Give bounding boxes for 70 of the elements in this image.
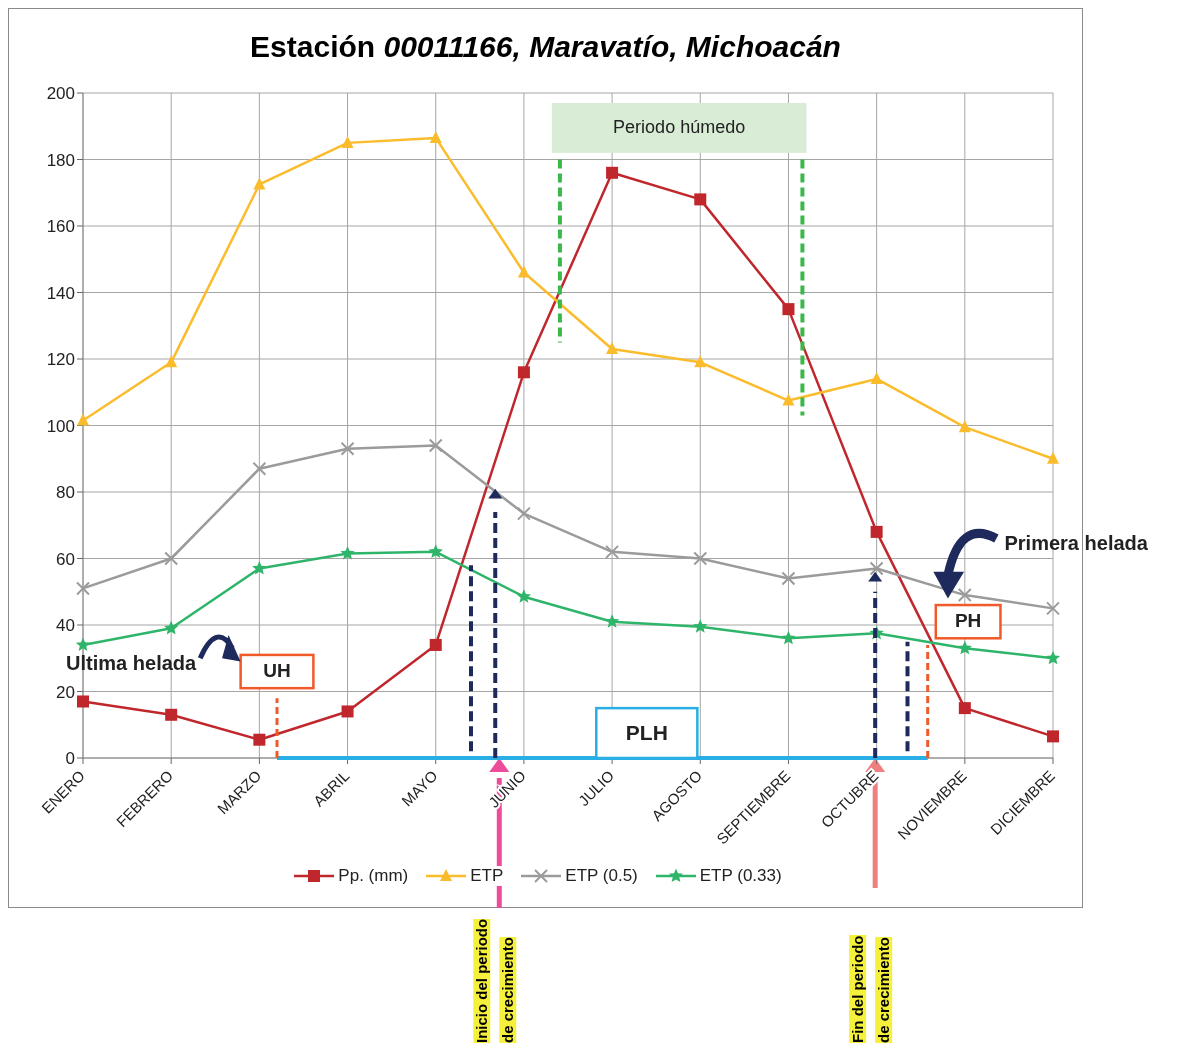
point	[165, 708, 178, 721]
point	[605, 544, 620, 559]
point	[517, 265, 530, 278]
point	[781, 571, 796, 586]
point	[957, 588, 972, 603]
point	[164, 551, 179, 566]
point	[76, 581, 90, 596]
y-tick-label: 140	[46, 283, 75, 303]
point	[252, 461, 267, 476]
point	[429, 130, 442, 143]
point	[253, 733, 266, 746]
legend-label: ETP (0.5)	[565, 866, 638, 886]
text: Inicio del periodo de crecimiento	[473, 918, 517, 1043]
annotation: Primera helada	[1004, 532, 1149, 555]
point	[165, 355, 178, 368]
point	[958, 420, 971, 433]
point	[606, 166, 619, 179]
point	[429, 638, 442, 651]
point	[694, 355, 707, 368]
point	[77, 413, 89, 426]
annotation: Ultima helada	[66, 652, 198, 675]
y-tick-label: 20	[56, 682, 75, 702]
point	[869, 561, 884, 576]
annotation: Periodo húmedo	[613, 116, 746, 137]
annotation: UH	[263, 659, 291, 681]
point	[870, 525, 883, 538]
point	[77, 695, 89, 708]
point	[694, 193, 707, 206]
point	[341, 135, 354, 148]
annotation: PH	[954, 609, 982, 631]
y-tick-label: 60	[56, 549, 75, 569]
point	[870, 371, 883, 384]
point	[781, 630, 796, 645]
annotation: PLH	[625, 721, 668, 745]
point	[1047, 451, 1059, 464]
point	[341, 705, 354, 718]
point	[517, 366, 530, 379]
point	[516, 506, 531, 521]
point	[252, 560, 267, 575]
point	[340, 441, 355, 456]
y-tick-label: 40	[56, 616, 75, 636]
point	[782, 303, 795, 316]
point	[428, 544, 443, 558]
point	[516, 589, 532, 603]
point	[428, 438, 443, 453]
y-tick-label: 0	[65, 749, 75, 769]
legend-label: ETP	[470, 866, 504, 886]
y-tick-label: 120	[46, 350, 75, 370]
point	[253, 177, 266, 190]
legend-label: ETP (0.33)	[699, 866, 782, 886]
point	[1046, 601, 1060, 616]
point	[693, 551, 708, 566]
text: Fin del periodo de crecimiento	[849, 935, 893, 1043]
y-tick-label: 80	[56, 483, 75, 503]
point	[1045, 650, 1061, 665]
point	[75, 637, 91, 652]
point	[782, 393, 795, 406]
legend-label: Pp. (mm)	[338, 866, 409, 886]
chart-title: Estación 00011166, Maravatío, Michoacán	[249, 30, 842, 64]
y-tick-label: 180	[46, 150, 75, 170]
y-tick-label: 160	[46, 217, 75, 237]
point	[693, 619, 708, 633]
y-tick-label: 100	[46, 416, 75, 436]
point	[164, 620, 179, 635]
point	[957, 640, 972, 655]
point	[606, 342, 619, 355]
point	[340, 546, 355, 560]
y-tick-label: 200	[46, 84, 75, 104]
point	[1047, 730, 1059, 743]
point	[958, 702, 971, 715]
